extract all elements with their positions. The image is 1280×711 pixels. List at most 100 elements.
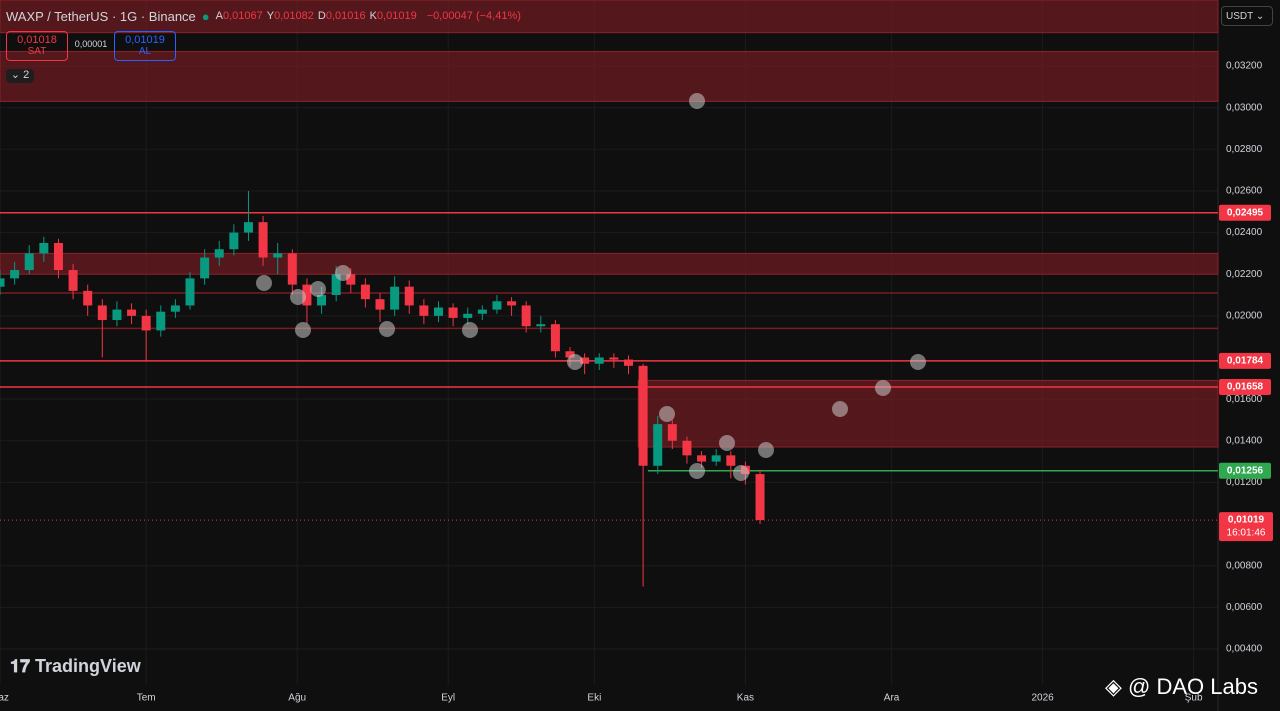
legend-row: WAXP / TetherUS · 1G · Binance ● A0,0106…: [6, 9, 521, 24]
candle-body: [638, 365, 648, 466]
indicators-toggle[interactable]: ⌄ 2: [6, 69, 34, 83]
candle-body: [419, 305, 429, 316]
currency-select[interactable]: USDT ⌄: [1221, 6, 1273, 26]
drawing-point: [689, 463, 705, 479]
credit-text: @ DAO Labs: [1128, 674, 1258, 699]
ohlc-value: 0,01067: [223, 10, 263, 22]
drawing-point: [758, 442, 774, 458]
candle-body: [433, 307, 443, 316]
candle-body: [448, 307, 458, 318]
indicators-count: 2: [23, 69, 30, 81]
x-tick-label: Tem: [137, 693, 156, 704]
y-tick-label: 0,01600: [1226, 394, 1263, 405]
candle-body: [653, 424, 663, 466]
candle-body: [258, 222, 268, 258]
drawing-point: [689, 93, 705, 109]
drawing-point: [733, 465, 749, 481]
drawing-point: [290, 289, 306, 305]
buy-label: AL: [138, 46, 152, 57]
x-tick-label: Şub: [1185, 693, 1203, 704]
level-label: 0,02495: [1227, 207, 1264, 218]
y-tick-label: 0,01200: [1226, 477, 1263, 488]
candle-body: [200, 257, 210, 279]
level-tag: [1219, 204, 1271, 221]
drawing-point: [875, 380, 891, 396]
candle-body: [229, 232, 239, 250]
candle-body: [375, 299, 385, 310]
candle-body: [477, 309, 487, 314]
y-tick-label: 0,01400: [1226, 435, 1263, 446]
ohlc: A0,01067 Y0,01082 D0,01016 K0,01019: [216, 10, 421, 24]
candle-body: [346, 274, 356, 285]
ohlc-value: 0,01016: [325, 10, 366, 22]
candle-body: [273, 253, 283, 258]
currency: USDT: [1226, 11, 1254, 22]
last-price-label: 0,01019: [1228, 515, 1265, 526]
sell-price: 0,01018: [17, 34, 57, 46]
candle-body: [39, 242, 49, 254]
x-tick-label: Kas: [737, 693, 754, 704]
buy-price: 0,01019: [125, 34, 165, 46]
drawing-point: [832, 401, 848, 417]
candle-body: [185, 278, 195, 306]
ohlc-key: K: [369, 10, 377, 22]
candle-body: [492, 301, 502, 310]
candle-body: [331, 274, 341, 296]
countdown: 16:01:46: [1227, 528, 1266, 539]
candle-body: [609, 357, 619, 360]
level-label: 0,01658: [1227, 382, 1264, 393]
drawing-point: [379, 321, 395, 337]
drawing-point: [462, 322, 478, 338]
candle-body: [550, 324, 560, 352]
level-tag: [1219, 462, 1271, 479]
drawing-point: [310, 281, 326, 297]
y-tick-label: 0,02600: [1226, 186, 1263, 197]
ohlc-key: D: [317, 10, 326, 22]
drawing-point: [256, 275, 272, 291]
x-tick-label: 2026: [1031, 693, 1054, 704]
candle-body: [404, 286, 414, 306]
ohlc-key: Y: [266, 10, 275, 22]
ohlc-value: 0,01082: [274, 10, 314, 22]
y-tick-label: 0,02800: [1226, 144, 1263, 155]
candle-body: [24, 253, 34, 271]
y-tick-label: 0,03200: [1226, 61, 1263, 72]
level-label: 0,01256: [1227, 465, 1264, 476]
x-tick-label: Ağu: [288, 693, 306, 704]
candle-body: [83, 290, 93, 306]
candle-body: [287, 253, 297, 285]
candle-body: [463, 313, 473, 318]
symbol: WAXP / TetherUS · 1G · Binance: [6, 9, 196, 24]
watermark-text: TradingView: [35, 656, 141, 676]
zone: [0, 0, 1219, 34]
sell-button[interactable]: 0,01018 SAT: [6, 31, 68, 61]
y-tick-label: 0,03000: [1226, 102, 1263, 113]
candle-body: [112, 309, 122, 321]
candle-body: [536, 324, 546, 327]
drawing-point: [567, 354, 583, 370]
buy-button[interactable]: 0,01019 AL: [114, 31, 176, 61]
drawing-point: [335, 265, 351, 281]
candle-body: [711, 455, 721, 462]
drawing-point: [295, 322, 311, 338]
candle-body: [97, 305, 107, 321]
candle-body: [156, 311, 166, 331]
candle-body: [317, 295, 327, 306]
level-label: 0,01784: [1227, 355, 1264, 366]
candle-body: [594, 357, 604, 364]
x-tick-label: Ara: [884, 693, 900, 704]
candle-body: [68, 270, 78, 291]
candle-body: [521, 305, 531, 327]
drawing-point: [659, 406, 675, 422]
zone: [0, 50, 1219, 102]
level-tag: [1219, 352, 1271, 369]
candle-body: [141, 315, 151, 331]
candle-body: [0, 278, 5, 287]
candle-body: [302, 284, 312, 306]
candle-body: [170, 305, 180, 312]
candle-body: [10, 270, 20, 279]
last-price-tag: [1219, 512, 1273, 542]
y-tick-label: 0,02200: [1226, 269, 1263, 280]
candle-body: [623, 359, 633, 366]
